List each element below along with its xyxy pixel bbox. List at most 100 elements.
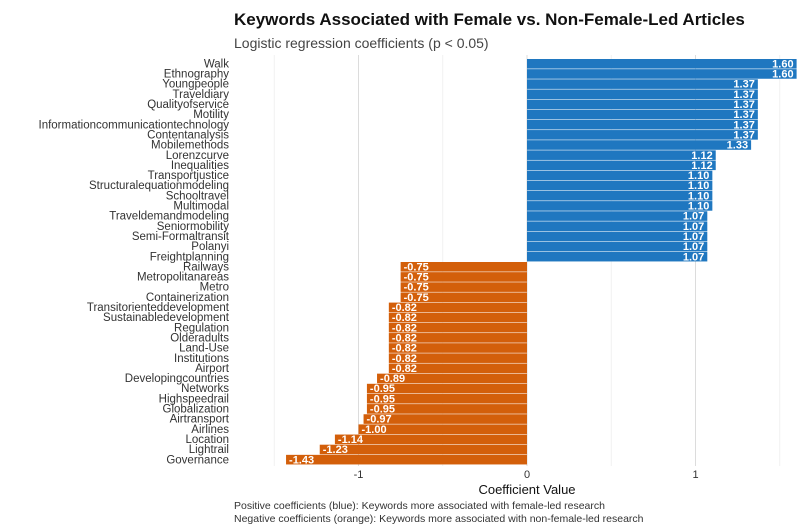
bar-value-label: -1.43 xyxy=(289,454,314,466)
bar-value-label: -0.75 xyxy=(404,282,429,294)
chart-title: Keywords Associated with Female vs. Non-… xyxy=(234,10,745,29)
bar xyxy=(527,59,797,69)
bar-value-label: 1.10 xyxy=(688,201,709,213)
bar-value-label: 1.07 xyxy=(683,241,704,253)
bar xyxy=(400,272,527,282)
bar-value-label: 1.37 xyxy=(733,119,754,131)
category-label: Regulation xyxy=(174,322,229,334)
bar-value-label: 1.37 xyxy=(733,109,754,121)
bar-value-label: 1.60 xyxy=(772,69,793,81)
bar-value-label: -0.75 xyxy=(404,292,429,304)
bar-value-label: -0.82 xyxy=(392,353,417,365)
category-label: Governance xyxy=(166,454,229,466)
category-label: Railways xyxy=(183,261,229,273)
category-label: Institutions xyxy=(174,353,229,365)
bar-value-label: -1.23 xyxy=(323,444,348,456)
category-label: Metropolitanareas xyxy=(137,272,229,284)
category-label: Walk xyxy=(204,58,229,70)
bar xyxy=(400,262,527,272)
chart-subtitle: Logistic regression coefficients (p < 0.… xyxy=(234,35,489,51)
bar xyxy=(286,454,527,465)
bar-value-label: -0.82 xyxy=(392,343,417,355)
category-label: Airlines xyxy=(191,424,229,436)
bar xyxy=(527,89,758,100)
category-label: Informationcommunicationtechnology xyxy=(39,119,230,131)
category-label: Polanyi xyxy=(191,241,229,253)
bar-value-label: 1.33 xyxy=(727,140,748,152)
bar-value-label: -0.97 xyxy=(367,414,392,426)
bar xyxy=(527,99,758,110)
bars: 1.601.601.371.371.371.371.371.371.331.12… xyxy=(286,58,797,466)
x-axis-title: Coefficient Value xyxy=(478,482,575,497)
category-label: Semi-Formaltransit xyxy=(132,231,230,243)
category-label: Freightplanning xyxy=(150,251,229,263)
bar-value-label: -0.89 xyxy=(380,373,405,385)
bar xyxy=(527,150,716,160)
category-label: Multimodal xyxy=(173,201,229,213)
bar xyxy=(334,434,527,445)
category-label: Seniormobility xyxy=(157,221,229,233)
bar-value-label: 1.10 xyxy=(688,170,709,182)
bar-value-label: 1.12 xyxy=(691,150,712,162)
bar-value-label: -0.75 xyxy=(404,272,429,284)
bar-value-label: -0.82 xyxy=(392,322,417,334)
bar xyxy=(527,231,708,242)
category-label: Inequalities xyxy=(171,160,229,172)
bar xyxy=(400,282,527,292)
category-label: Traveldemandmodeling xyxy=(109,211,229,223)
category-label: Airport xyxy=(195,363,230,375)
category-label: Land-Use xyxy=(179,343,229,355)
bar-value-label: 1.07 xyxy=(683,211,704,223)
bar-value-label: 1.07 xyxy=(683,231,704,243)
bar-value-label: 1.10 xyxy=(688,180,709,192)
caption-positive: Positive coefficients (blue): Keywords m… xyxy=(234,500,605,512)
x-tick-label: 0 xyxy=(524,469,530,481)
category-labels: WalkEthnographyYoungpeopleTraveldiaryQua… xyxy=(39,58,230,466)
bar-value-label: 1.10 xyxy=(688,190,709,202)
bar-value-label: 1.37 xyxy=(733,99,754,111)
category-label: Lorenzcurve xyxy=(166,150,229,162)
x-tick-label: -1 xyxy=(354,469,364,481)
bar-value-label: -0.82 xyxy=(392,332,417,344)
category-label: Metro xyxy=(200,282,229,294)
category-label: Location xyxy=(186,434,229,446)
bar xyxy=(527,140,752,150)
bar-value-label: -0.82 xyxy=(392,312,417,324)
bar-value-label: 1.07 xyxy=(683,221,704,233)
bar-value-label: -0.95 xyxy=(370,404,395,416)
category-label: Transportjustice xyxy=(148,170,229,182)
x-tick-label: 1 xyxy=(692,469,698,481)
bar xyxy=(527,211,708,221)
bar xyxy=(319,444,527,455)
bar xyxy=(388,302,527,313)
bar xyxy=(527,190,713,201)
category-label: Transitorienteddevelopment xyxy=(87,302,230,314)
category-label: Mobilemethods xyxy=(151,140,229,152)
bar xyxy=(527,69,797,79)
bar xyxy=(366,393,527,404)
bar xyxy=(527,119,758,130)
bar-value-label: 1.37 xyxy=(733,129,754,141)
bar xyxy=(527,201,713,211)
bar xyxy=(527,130,758,140)
bar-value-label: 1.12 xyxy=(691,160,712,172)
category-label: Youngpeople xyxy=(162,79,229,91)
caption-negative: Negative coefficients (orange): Keywords… xyxy=(234,513,644,525)
bar-value-label: -0.82 xyxy=(392,363,417,375)
bar xyxy=(388,333,527,343)
bar xyxy=(366,404,527,414)
bar xyxy=(527,160,716,171)
bar-value-label: -0.82 xyxy=(392,302,417,314)
bar xyxy=(388,363,527,374)
bar xyxy=(388,312,527,323)
bar xyxy=(527,109,758,120)
category-label: Highspeedrail xyxy=(159,393,229,405)
bar xyxy=(358,424,527,434)
category-label: Contentanalysis xyxy=(147,129,229,141)
bar-value-label: -1.14 xyxy=(338,434,364,446)
category-label: Traveldiary xyxy=(173,89,230,101)
category-label: Schooltravel xyxy=(166,190,229,202)
category-label: Olderadults xyxy=(170,332,229,344)
bar xyxy=(363,414,527,424)
